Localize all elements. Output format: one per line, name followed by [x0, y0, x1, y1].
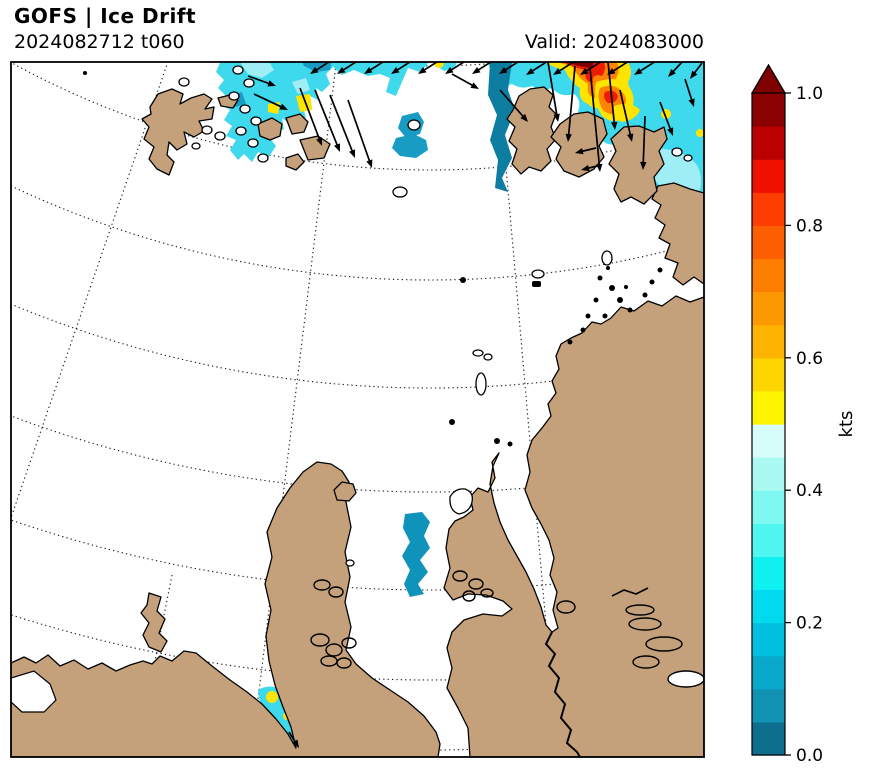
colorbar-unit-label: kts	[836, 411, 857, 438]
land-taymyr-tip	[651, 182, 704, 286]
drift-arrow-head	[634, 68, 643, 75]
colorbar-ticks: 0.0 0.2 0.4 0.6 0.8 1.0	[785, 84, 823, 766]
drift-arrow-head	[267, 80, 276, 87]
pyasina-river	[611, 587, 649, 597]
land-mainland-east	[443, 295, 704, 757]
island-bely	[449, 488, 473, 515]
drift-arrow-head	[292, 739, 299, 748]
small-islands	[83, 65, 693, 567]
drift-arrow-head	[553, 68, 562, 75]
drift-arrow-head	[581, 164, 590, 172]
drift-arrow-head	[391, 67, 400, 74]
drift-yellow-fjl	[268, 94, 312, 114]
valid-timestamp: Valid: 2024083000	[524, 31, 704, 53]
drift-arrow-head	[526, 68, 535, 75]
lakes	[310, 570, 683, 669]
drift-band-mid	[334, 62, 428, 96]
colorbar-outline	[751, 63, 786, 756]
lake-white	[667, 670, 704, 688]
colorbar-tick-label: 1.0	[796, 84, 823, 104]
colorbar-segments	[752, 93, 785, 756]
drift-ob-gulf	[402, 512, 430, 597]
hotspot-yellow-blob-e	[613, 103, 640, 122]
land-komsomolets	[506, 86, 557, 175]
drift-arrow-head	[688, 98, 695, 107]
drift-baydara-yellow1	[266, 691, 278, 703]
drift-arrow-head	[470, 82, 479, 89]
land-svalbard	[141, 88, 215, 176]
colorbar-tick-label: 0.2	[796, 614, 823, 634]
plot-title: GOFS | Ice Drift	[14, 4, 197, 28]
drift-arrow-head	[316, 137, 323, 146]
titlebar: GOFS | Ice Drift	[14, 4, 854, 28]
drift-arrow-head	[364, 67, 373, 74]
hotspot-red	[562, 62, 605, 83]
run-timestamp: 2024082712 t060	[14, 31, 185, 53]
drift-arrow-head	[499, 67, 508, 74]
drift-arrow-head	[337, 67, 346, 74]
land-fjl	[257, 113, 331, 171]
drift-teal-islet-b	[392, 134, 428, 158]
drift-arrow-head	[627, 133, 634, 142]
drift-patch-fjl-light	[240, 62, 310, 94]
drift-arrow-head	[553, 113, 560, 122]
white-sea-inlet	[11, 670, 57, 713]
land-mainland-west	[11, 461, 441, 757]
drift-arrow-head	[310, 67, 319, 74]
drift-arrow-head	[366, 159, 373, 168]
colorbar-extend-arrow	[750, 63, 787, 94]
colorbar-tick-label: 0.6	[796, 349, 823, 369]
drift-arrow-head	[575, 148, 584, 155]
drift-yellow-dot-mid	[434, 62, 444, 68]
colorbar-tick-label: 0.4	[796, 481, 823, 501]
map-border	[10, 61, 705, 758]
drift-arrow-head	[610, 121, 618, 130]
drift-arrow-head	[520, 113, 528, 122]
hotspot-maroon	[566, 62, 594, 68]
drift-arrow-head	[668, 68, 676, 77]
drift-arrow-head	[445, 67, 454, 74]
yenisei-river	[544, 631, 581, 757]
drift-arrow-head	[349, 149, 356, 158]
drift-arrow-head	[667, 127, 674, 136]
drift-arrow-head	[279, 103, 288, 110]
island-specks	[83, 71, 663, 447]
landmasses	[11, 86, 704, 757]
drift-arrow-head	[580, 68, 589, 75]
colorbar-tick-label: 0.8	[796, 216, 823, 236]
land-bolshevik	[608, 125, 668, 205]
land-islet-sharapov	[333, 481, 357, 502]
drift-arrows	[247, 62, 703, 748]
drift-arrow-head	[640, 161, 647, 170]
drift-arrow-head	[565, 133, 572, 142]
hotspot-yellow-dot2	[696, 129, 704, 137]
colorbar: 0.0 0.2 0.4 0.6 0.8 1.0 kts	[750, 63, 857, 766]
drift-arrow-head	[690, 70, 698, 79]
subtitle-row: 2024082712 t060 Valid: 2024083000	[14, 31, 704, 53]
drift-arrow-head	[418, 67, 427, 74]
drift-teal-streak-left	[488, 62, 515, 192]
drift-arrow-head	[472, 67, 481, 74]
hydrography	[11, 570, 704, 757]
drift-arrow-head	[334, 143, 340, 152]
land-vaygach	[140, 592, 168, 653]
colorbar-tick-label: 0.0	[796, 746, 823, 766]
